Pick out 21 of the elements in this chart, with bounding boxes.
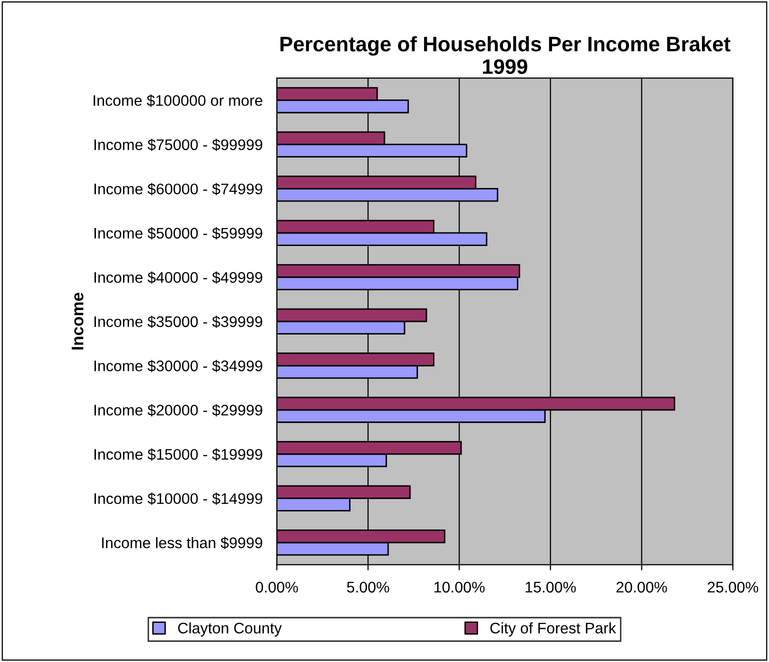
legend-label: City of Forest Park	[490, 622, 616, 637]
y-tick-label: Income $75000 - $99999	[94, 138, 262, 152]
x-tick-label: 5.00%	[346, 582, 390, 593]
legend-label: Clayton County	[178, 622, 282, 637]
x-tick-label: 10.00%	[434, 582, 485, 593]
x-tick-label: 20.00%	[616, 582, 668, 593]
y-tick-label: Income $100000 or more	[94, 94, 262, 107]
x-tick-label: 0.00%	[256, 582, 298, 593]
y-tick-label: Income $15000 - $19999	[94, 448, 262, 461]
x-tick-label: 25.00%	[708, 582, 758, 593]
y-tick-label: Income $40000 - $49999	[94, 271, 262, 284]
y-axis-title: Income	[72, 292, 84, 350]
y-tick-label: Income $10000 - $14999	[94, 492, 262, 505]
chart-title: Percentage of Households Per Income Braket 1999	[280, 36, 730, 74]
y-tick-label: Income less than $9999	[102, 536, 262, 550]
y-tick-label: Income $35000 - $39999	[94, 316, 262, 328]
y-tick-label: Income $20000 - $29999	[94, 404, 262, 416]
y-tick-label: Income $60000 - $74999	[94, 182, 262, 196]
x-tick-label: 15.00%	[526, 582, 576, 593]
y-tick-label: Income $30000 - $34999	[94, 360, 262, 372]
y-tick-label: Income $50000 - $59999	[94, 227, 262, 240]
